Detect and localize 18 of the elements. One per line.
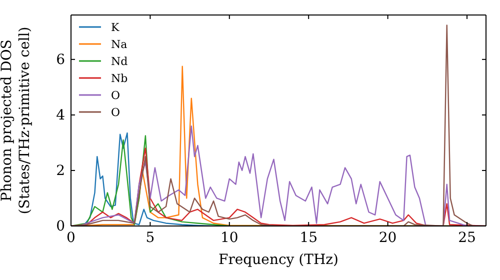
y-tick-label: 4 [56, 107, 66, 124]
legend-label: Nd [111, 54, 128, 68]
legend-label: Nb [111, 72, 128, 85]
legend-label: O [111, 106, 120, 119]
y-tick-label: 0 [56, 218, 65, 234]
x-axis-title: Frequency (THz) [218, 252, 339, 268]
legend-label: K [111, 20, 120, 34]
x-tick-label: 10 [220, 230, 238, 246]
y-tick-label: 2 [56, 162, 65, 179]
legend-label: Na [111, 38, 128, 51]
x-tick-label: 5 [146, 230, 155, 246]
x-tick-label: 0 [66, 230, 76, 246]
x-tick-label: 25 [458, 230, 476, 246]
x-tick-label: 20 [378, 230, 397, 246]
x-tick-label: 15 [300, 230, 318, 246]
legend-label: O [111, 88, 120, 102]
y-tick-label: 6 [56, 52, 66, 68]
y-axis-title: Phonon projected DOS (States/THz·primitive cell) [0, 26, 33, 214]
